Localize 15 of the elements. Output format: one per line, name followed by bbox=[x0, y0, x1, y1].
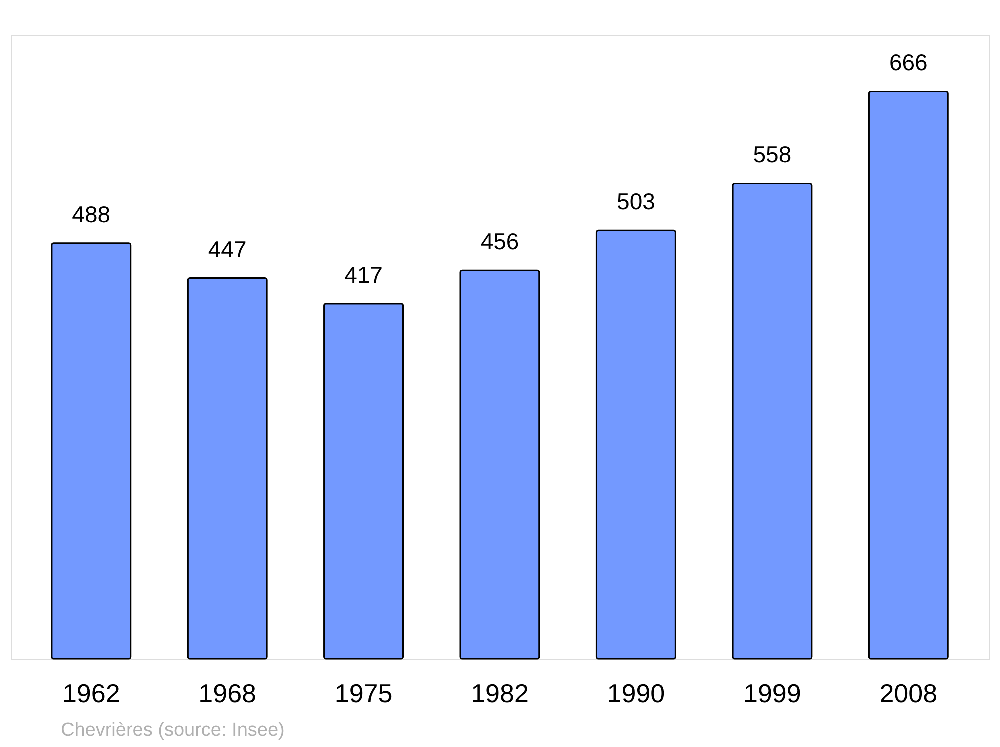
data-label: 456 bbox=[480, 228, 520, 255]
x-tick-label: 1999 bbox=[744, 678, 802, 708]
data-label: 417 bbox=[344, 262, 383, 288]
data-label: 488 bbox=[72, 201, 111, 228]
text: Chevrières (source: Insee) bbox=[61, 720, 285, 741]
x-tick-label: 2008 bbox=[880, 678, 938, 708]
x-tick-label: 1990 bbox=[607, 678, 666, 708]
data-label: 558 bbox=[753, 142, 792, 168]
x-tick-label: 1968 bbox=[198, 678, 256, 708]
data-label: 666 bbox=[889, 50, 928, 76]
x-tick-label: 1982 bbox=[471, 678, 529, 708]
data-label: 447 bbox=[208, 236, 247, 262]
x-tick-label: 1975 bbox=[334, 678, 393, 708]
data-label: 503 bbox=[617, 188, 656, 215]
x-tick-label: 1962 bbox=[62, 678, 120, 708]
